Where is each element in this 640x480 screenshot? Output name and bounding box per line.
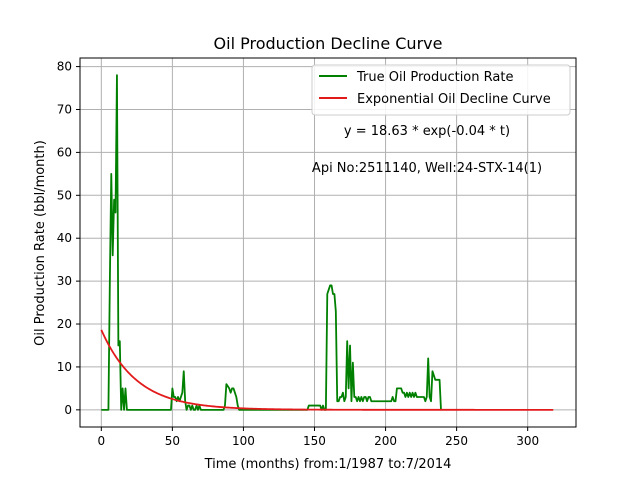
y-tick-label: 70 xyxy=(57,102,72,116)
y-tick-label: 30 xyxy=(57,274,72,288)
series-layer xyxy=(100,74,554,411)
legend-label-true-rate: True Oil Production Rate xyxy=(356,70,513,85)
x-tick-label: 100 xyxy=(232,434,255,448)
true-oil-production-line xyxy=(101,74,442,411)
x-tick-label: 250 xyxy=(445,434,468,448)
exponential-decline-curve-line xyxy=(100,329,554,411)
axis-ticks: 0 50 100 150 200 250 300 0 10 20 30 40 50 60 70 80 xyxy=(57,60,539,448)
legend-box xyxy=(311,64,571,116)
y-tick-label: 40 xyxy=(57,231,72,245)
legend: True Oil Production Rate Exponential Oil… xyxy=(311,64,571,116)
y-tick-label: 60 xyxy=(57,145,72,159)
y-tick-label: 80 xyxy=(57,60,72,74)
x-axis-label: Time (months) from:1/1987 to:7/2014 xyxy=(204,457,452,472)
x-tick-label: 200 xyxy=(374,434,397,448)
well-annotation: Api No:2511140, Well:24-STX-14(1) xyxy=(312,161,542,176)
y-axis-label: Oil Production Rate (bbl/month) xyxy=(33,140,48,346)
legend-label-exponential-curve: Exponential Oil Decline Curve xyxy=(357,92,551,107)
x-tick-label: 300 xyxy=(516,434,539,448)
plot-frame xyxy=(79,57,577,428)
y-tick-label: 10 xyxy=(57,360,72,374)
y-tick-label: 50 xyxy=(57,188,72,202)
equation-annotation: y = 18.63 * exp(-0.04 * t) xyxy=(344,124,510,139)
y-tick-label: 20 xyxy=(57,317,72,331)
x-tick-label: 150 xyxy=(303,434,326,448)
x-tick-label: 0 xyxy=(97,434,105,448)
y-tick-label: 0 xyxy=(64,403,72,417)
chart-title: Oil Production Decline Curve xyxy=(214,34,443,53)
x-tick-label: 50 xyxy=(165,434,180,448)
